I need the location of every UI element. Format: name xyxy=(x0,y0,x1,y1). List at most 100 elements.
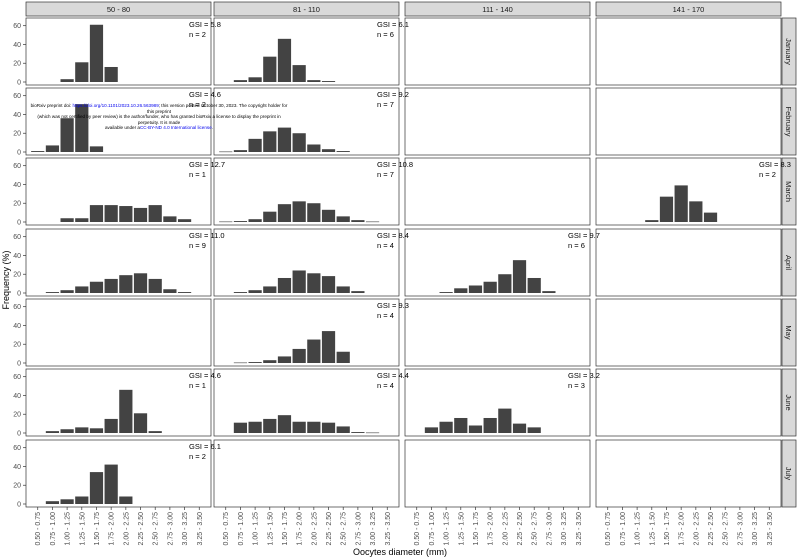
panel-frame xyxy=(595,439,782,508)
histogram-bar xyxy=(498,274,512,293)
column-strip-label: 81 - 110 xyxy=(293,5,320,14)
histogram-bar xyxy=(277,38,292,82)
histogram-bar xyxy=(177,292,192,293)
gsi-annotation: GSI = 10.8 xyxy=(377,160,413,169)
column-strip xyxy=(213,1,400,17)
histogram-bar xyxy=(321,149,336,152)
histogram-bar xyxy=(89,24,104,82)
histogram-bar xyxy=(233,221,248,222)
histogram-bar xyxy=(248,421,262,433)
license-link[interactable]: CC-BY-ND 4.0 International license xyxy=(139,125,212,131)
column-strip xyxy=(404,1,591,17)
panel-frame xyxy=(595,17,782,86)
histogram-bar xyxy=(60,429,74,433)
histogram-bar xyxy=(439,292,453,293)
histogram-bar xyxy=(75,286,89,293)
y-tick-label: 0 xyxy=(17,502,21,509)
gsi-annotation: GSI = 12.7 xyxy=(189,160,225,169)
histogram-bar xyxy=(292,421,306,433)
histogram-bar xyxy=(336,426,350,433)
y-tick-label: 40 xyxy=(13,112,21,119)
histogram-bar xyxy=(454,417,468,433)
histogram-bar xyxy=(307,80,321,82)
doi-link[interactable]: https://doi.org/10.1101/2023.10.26.56398… xyxy=(72,103,159,108)
histogram-bar xyxy=(60,218,74,222)
histogram-bar xyxy=(351,432,365,433)
n-annotation: n = 2 xyxy=(189,30,206,39)
panel-frame xyxy=(213,439,400,508)
histogram-bar xyxy=(45,501,60,504)
x-tick-label: 1.50 - 1.75 xyxy=(282,512,289,546)
y-tick-label: 40 xyxy=(13,464,21,471)
gsi-annotation: GSI = 5.8 xyxy=(189,20,221,29)
gsi-annotation: GSI = 8.4 xyxy=(377,231,409,240)
x-tick-label: 1.25 - 1.50 xyxy=(458,512,465,546)
x-tick-label: 1.75 - 2.00 xyxy=(488,512,495,546)
n-annotation: n = 6 xyxy=(568,241,585,250)
y-tick-label: 20 xyxy=(13,61,21,68)
histogram-bar xyxy=(365,432,380,434)
x-tick-label: 2.25 - 2.50 xyxy=(708,512,715,546)
row-strip xyxy=(781,228,797,297)
x-axis-title: Oocytes diameter (mm) xyxy=(353,547,447,557)
x-tick-label: 2.50 - 2.75 xyxy=(341,512,348,546)
histogram-bar xyxy=(307,273,321,293)
histogram-bar xyxy=(104,418,118,433)
n-annotation: n = 1 xyxy=(189,170,206,179)
row-strip-label: January xyxy=(784,38,793,65)
panel-frame xyxy=(404,157,591,226)
x-tick-label: 1.50 - 1.75 xyxy=(94,512,101,546)
n-annotation: n = 1 xyxy=(189,381,206,390)
n-annotation: n = 2 xyxy=(759,170,776,179)
column-strip-label: 50 - 80 xyxy=(107,5,130,14)
x-tick-label: 1.75 - 2.00 xyxy=(297,512,304,546)
y-tick-label: 20 xyxy=(13,201,21,208)
x-tick-label: 2.50 - 2.75 xyxy=(723,512,730,546)
x-tick-label: 2.50 - 2.75 xyxy=(532,512,539,546)
y-tick-label: 60 xyxy=(13,163,21,170)
gsi-annotation: GSI = 8.3 xyxy=(759,160,791,169)
histogram-bar xyxy=(365,221,380,223)
n-annotation: n = 2 xyxy=(189,100,206,109)
histogram-bar xyxy=(119,206,133,222)
x-tick-label: 0.75 - 1.00 xyxy=(620,512,627,546)
histogram-bar xyxy=(512,423,527,433)
histogram-bar xyxy=(321,422,336,433)
gsi-annotation: GSI = 3.2 xyxy=(568,371,600,380)
histogram-bar xyxy=(527,277,541,293)
histogram-bar xyxy=(104,205,118,222)
histogram-bar xyxy=(119,496,133,504)
y-axis-title: Frequency (%) xyxy=(1,250,11,309)
x-tick-label: 0.50 - 0.75 xyxy=(35,512,42,546)
preprint-line-3: available under aCC-BY-ND 4.0 Internatio… xyxy=(104,125,214,131)
y-tick-label: 0 xyxy=(17,80,21,87)
panel-frame xyxy=(25,157,212,226)
histogram-bar xyxy=(277,356,292,363)
histogram-bar xyxy=(233,362,248,364)
histogram-bar xyxy=(89,428,104,433)
row-strip xyxy=(781,298,797,367)
histogram-bar xyxy=(336,351,350,363)
panel-frame xyxy=(25,298,212,367)
histogram-bar xyxy=(233,80,248,82)
panel-frame xyxy=(404,298,591,367)
row-strip-label: June xyxy=(784,394,793,410)
gsi-annotation: GSI = 4.6 xyxy=(189,371,221,380)
x-tick-label: 3.00 - 3.25 xyxy=(561,512,568,546)
histogram-bar xyxy=(75,496,89,504)
y-tick-label: 60 xyxy=(13,374,21,381)
x-tick-label: 2.00 - 2.25 xyxy=(311,512,318,546)
histogram-bar xyxy=(133,207,148,222)
histogram-bar xyxy=(148,431,162,433)
histogram-bar xyxy=(527,427,541,433)
y-tick-label: 20 xyxy=(13,342,21,349)
histogram-bar xyxy=(307,421,321,433)
histogram-bar xyxy=(424,427,439,433)
y-tick-label: 40 xyxy=(13,323,21,330)
row-strip-label: April xyxy=(784,255,793,270)
histogram-bar xyxy=(104,278,118,293)
y-tick-label: 20 xyxy=(13,272,21,279)
panel-frame xyxy=(25,228,212,297)
y-tick-label: 40 xyxy=(13,42,21,49)
